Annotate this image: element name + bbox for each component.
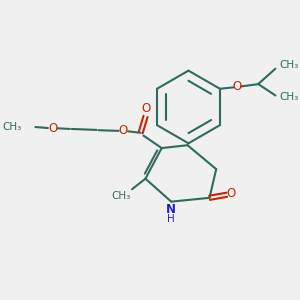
Text: N: N xyxy=(166,203,176,216)
Text: O: O xyxy=(232,80,242,93)
Text: H: H xyxy=(167,214,175,224)
Text: CH₃: CH₃ xyxy=(279,60,298,70)
Text: O: O xyxy=(142,102,151,116)
Text: CH₃: CH₃ xyxy=(279,92,298,102)
Text: O: O xyxy=(226,188,235,200)
Text: CH₃: CH₃ xyxy=(3,122,22,132)
Text: O: O xyxy=(48,122,57,134)
Text: O: O xyxy=(119,124,128,137)
Text: CH₃: CH₃ xyxy=(111,191,130,201)
